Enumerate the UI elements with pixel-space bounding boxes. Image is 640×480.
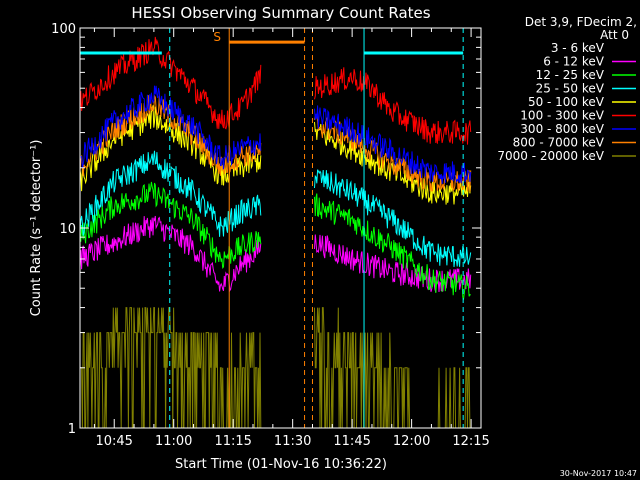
series-line [80, 307, 471, 428]
plot-area: S [80, 28, 472, 428]
legend-label: 300 - 800 keV [520, 122, 604, 136]
series-layer [80, 36, 472, 428]
y-tick-label: 1 [68, 422, 76, 437]
x-tick-label: 11:45 [333, 434, 370, 449]
x-axis-label: Start Time (01-Nov-16 10:36:22) [175, 457, 387, 472]
legend-label: 7000 - 20000 keV [497, 149, 604, 163]
x-tick-label: 12:15 [452, 434, 489, 449]
chart-title: HESSI Observing Summary Count Rates [131, 4, 430, 22]
legend-label: 3 - 6 keV [551, 41, 605, 55]
x-tick-label: 11:00 [155, 434, 192, 449]
axis-layer: 10:45 11:00 11:15 11:30 11:45 12:00 12:15 1 10 10… [51, 22, 490, 449]
legend-header-line-1: Det 3,9, FDecim 2, [525, 15, 637, 29]
x-tick-label: 12:00 [393, 434, 430, 449]
footer-timestamp: 30-Nov-2017 10:47 [560, 469, 637, 478]
series-line [80, 85, 472, 185]
legend-label: 25 - 50 keV [536, 82, 605, 96]
legend-label: 100 - 300 keV [520, 109, 604, 123]
legend-label: 6 - 12 keV [543, 55, 605, 69]
annotation-text: S [213, 30, 221, 44]
x-tick-label: 10:45 [95, 434, 132, 449]
series-line [80, 105, 472, 205]
series-line [80, 36, 472, 145]
annotation-layer: S [80, 28, 464, 428]
y-tick-label: 10 [59, 222, 76, 237]
legend-header-line-2: Att 0 [600, 28, 629, 42]
legend-label: 800 - 7000 keV [513, 136, 605, 150]
x-tick-label: 11:15 [214, 434, 251, 449]
series-line [80, 150, 472, 268]
legend-label: 50 - 100 keV [528, 95, 605, 109]
y-tick-label: 100 [51, 22, 76, 37]
series-line [80, 181, 471, 301]
y-axis-label: Count Rate (s⁻¹ detector⁻¹) [29, 140, 44, 317]
legend-label: 12 - 25 keV [536, 68, 605, 82]
x-tick-label: 11:30 [274, 434, 311, 449]
